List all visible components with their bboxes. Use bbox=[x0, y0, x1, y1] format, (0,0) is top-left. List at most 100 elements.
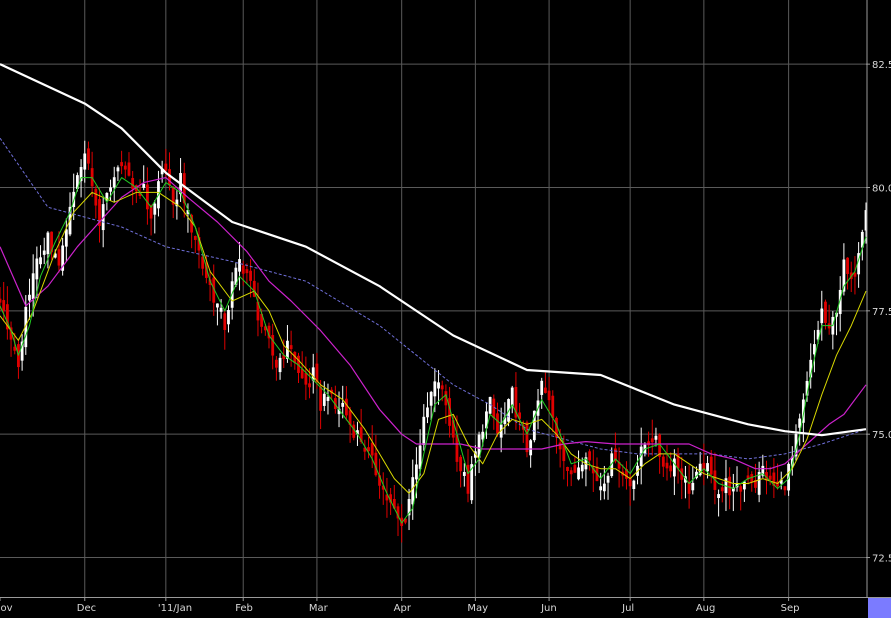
candle-body bbox=[274, 359, 278, 368]
candle-body bbox=[510, 387, 514, 407]
candle-body bbox=[289, 345, 293, 350]
candle-body bbox=[2, 300, 6, 311]
moving-averages bbox=[0, 63, 867, 524]
candle-body bbox=[116, 167, 120, 172]
candle-body bbox=[61, 245, 65, 271]
candle-body bbox=[415, 464, 418, 480]
candle-body bbox=[64, 229, 68, 247]
candle-body bbox=[695, 471, 698, 479]
candle-body bbox=[212, 277, 216, 303]
candle-body bbox=[798, 418, 802, 428]
candle-body bbox=[300, 368, 304, 379]
candle-body bbox=[477, 434, 481, 458]
candle-body bbox=[315, 363, 319, 382]
candle-body bbox=[120, 162, 124, 167]
candle-body bbox=[853, 272, 857, 277]
candle-body bbox=[182, 173, 186, 204]
candle-body bbox=[267, 325, 271, 339]
candle-body bbox=[297, 355, 300, 373]
candle-body bbox=[602, 483, 606, 492]
candle-body bbox=[201, 256, 205, 269]
candle-body bbox=[669, 465, 673, 472]
candle-body bbox=[702, 462, 706, 471]
candle-body bbox=[451, 420, 455, 438]
candle-body bbox=[53, 253, 57, 258]
candle-body bbox=[757, 472, 761, 495]
candle-body bbox=[175, 199, 179, 207]
candle-body bbox=[864, 210, 868, 231]
candle-body bbox=[153, 203, 157, 215]
candle-body bbox=[142, 183, 146, 188]
candle-body bbox=[684, 476, 687, 483]
candle-body bbox=[687, 481, 691, 494]
x-tick-label: Dec bbox=[77, 603, 96, 614]
candle-body bbox=[367, 447, 370, 452]
candle-body bbox=[691, 482, 695, 491]
candle-body bbox=[610, 453, 614, 477]
candle-body bbox=[632, 480, 636, 490]
x-tick-label: Jun bbox=[540, 603, 557, 614]
candle-body bbox=[772, 472, 776, 486]
candle-body bbox=[529, 440, 533, 456]
candle-body bbox=[720, 487, 724, 492]
candle-body bbox=[337, 408, 341, 415]
candle-body bbox=[466, 464, 470, 494]
x-tick-label: Aug bbox=[696, 603, 716, 614]
candle-body bbox=[543, 387, 547, 393]
candle-body bbox=[286, 340, 289, 359]
candle-body bbox=[717, 494, 720, 499]
candle-body bbox=[503, 417, 507, 425]
candle-body bbox=[146, 184, 149, 210]
candle-body bbox=[555, 417, 558, 438]
candle-body bbox=[580, 464, 584, 472]
candle-body bbox=[39, 257, 42, 265]
candle-body bbox=[754, 480, 757, 488]
candle-body bbox=[190, 214, 194, 233]
candle-body bbox=[820, 308, 824, 324]
candle-body bbox=[628, 477, 632, 487]
candle-body bbox=[219, 307, 223, 312]
corner-box[interactable] bbox=[868, 598, 891, 618]
candle-body bbox=[750, 474, 754, 483]
candle-body bbox=[588, 451, 592, 461]
candle-body bbox=[13, 346, 17, 351]
candle-body bbox=[5, 304, 9, 330]
moving-average-green bbox=[0, 177, 867, 524]
candle-body bbox=[304, 372, 308, 385]
candle-body bbox=[455, 434, 459, 462]
candle-body bbox=[322, 393, 326, 406]
candle-body bbox=[197, 237, 201, 251]
candle-body bbox=[617, 462, 621, 469]
candle-body bbox=[241, 265, 245, 274]
candle-body bbox=[123, 165, 127, 170]
candle-body bbox=[709, 456, 713, 475]
candle-body bbox=[665, 462, 669, 469]
candle-body bbox=[599, 486, 603, 491]
candle-body bbox=[706, 463, 709, 472]
candle-body bbox=[271, 335, 275, 356]
candle-body bbox=[481, 431, 485, 440]
moving-average-magenta bbox=[0, 177, 867, 470]
candle-body bbox=[765, 472, 768, 481]
candle-body bbox=[518, 412, 521, 419]
candle-body bbox=[46, 232, 50, 255]
candle-body bbox=[857, 253, 861, 275]
x-tick-label: Nov bbox=[0, 603, 13, 614]
candle-body bbox=[801, 399, 805, 423]
candle-body bbox=[193, 235, 197, 240]
candle-body bbox=[558, 442, 562, 450]
x-tick-label: Mar bbox=[309, 603, 329, 614]
candle-body bbox=[661, 456, 665, 467]
candle-body bbox=[562, 444, 566, 462]
candle-body bbox=[790, 456, 794, 467]
candle-body bbox=[842, 259, 846, 292]
candle-body bbox=[341, 402, 345, 407]
candle-body bbox=[846, 257, 849, 274]
x-tick-label: Apr bbox=[394, 603, 412, 614]
candle-body bbox=[440, 385, 444, 390]
candle-body bbox=[614, 448, 617, 462]
candle-body bbox=[437, 382, 440, 389]
candle-body bbox=[79, 167, 83, 182]
candle-body bbox=[216, 303, 219, 308]
candle-body bbox=[311, 367, 315, 381]
